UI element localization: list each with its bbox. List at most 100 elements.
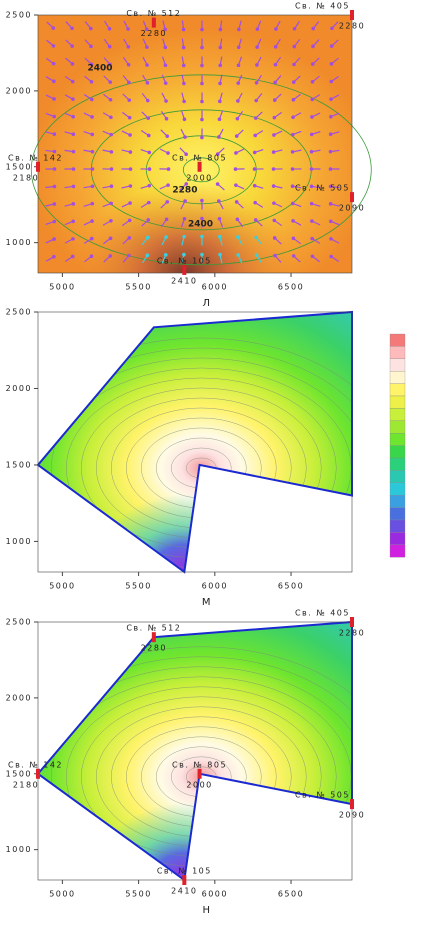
well-name: Св. № 512 bbox=[126, 624, 181, 633]
well-marker bbox=[152, 18, 156, 28]
flow-arrow-head bbox=[216, 182, 220, 186]
well-name: Св. № 805 bbox=[172, 153, 227, 162]
flow-arrow-head bbox=[91, 150, 95, 154]
well-name: Св. № 142 bbox=[8, 760, 63, 769]
flow-arrow-head bbox=[292, 237, 296, 241]
flow-arrow-head bbox=[146, 99, 150, 103]
flow-arrow-head bbox=[291, 202, 295, 206]
flow-arrow-head bbox=[146, 253, 150, 257]
flow-arrow-head bbox=[72, 202, 76, 206]
contour-fill bbox=[38, 622, 352, 880]
flow-arrow-head bbox=[291, 219, 295, 223]
colorbar-step bbox=[390, 371, 405, 383]
flow-arrow-head bbox=[182, 235, 186, 239]
flow-arrow-head bbox=[329, 132, 333, 136]
flow-arrow-head bbox=[291, 150, 295, 154]
colorbar-step bbox=[390, 421, 405, 433]
flow-arrow-head bbox=[90, 237, 94, 241]
flow-arrow-head bbox=[273, 219, 277, 223]
flow-arrow-head bbox=[255, 45, 259, 49]
flow-arrow-head bbox=[164, 235, 168, 239]
flow-arrow-head bbox=[310, 219, 314, 223]
flow-arrow-head bbox=[218, 117, 222, 121]
well-name: Св. № 105 bbox=[157, 256, 212, 265]
colorbar-step bbox=[390, 520, 405, 532]
flow-arrow-head bbox=[110, 184, 114, 188]
flow-arrow-head bbox=[329, 115, 333, 119]
flow-arrow-head bbox=[53, 132, 57, 136]
x-tick-label: 5500 bbox=[125, 283, 151, 292]
contour-label: 2400 bbox=[88, 63, 113, 73]
well-name: Св. № 512 bbox=[126, 9, 181, 18]
colorbar-step bbox=[390, 384, 405, 396]
contour-label: 2280 bbox=[172, 185, 197, 195]
well-name: Св. № 142 bbox=[8, 153, 63, 162]
flow-arrow-head bbox=[234, 151, 238, 155]
flow-arrow-head bbox=[108, 254, 112, 258]
flow-arrow-head bbox=[218, 64, 222, 68]
x-tick-label: 5000 bbox=[49, 890, 75, 899]
flow-arrow-head bbox=[51, 26, 55, 30]
colorbar-step bbox=[390, 483, 405, 495]
well-marker bbox=[182, 265, 186, 275]
flow-arrow-head bbox=[109, 98, 113, 102]
flow-arrow-head bbox=[292, 254, 296, 258]
x-tick-label: 5500 bbox=[125, 582, 151, 591]
flow-arrow-head bbox=[110, 167, 114, 171]
flow-arrow-head bbox=[234, 167, 238, 171]
x-axis-label: М bbox=[202, 597, 212, 608]
flow-arrow-head bbox=[52, 220, 56, 224]
colorbar-step bbox=[390, 446, 405, 458]
colorbar-step bbox=[390, 346, 405, 358]
flow-arrow-head bbox=[71, 115, 75, 119]
y-tick-label: 1500 bbox=[6, 460, 32, 469]
well-marker bbox=[350, 617, 354, 627]
flow-arrow-head bbox=[90, 80, 94, 84]
flow-arrow-head bbox=[182, 64, 186, 68]
flow-arrow-head bbox=[310, 115, 314, 119]
flow-arrow-head bbox=[253, 184, 257, 188]
flow-arrow-head bbox=[254, 99, 258, 103]
flow-arrow-head bbox=[254, 116, 258, 120]
flow-arrow-head bbox=[253, 151, 257, 155]
flow-arrow-head bbox=[253, 134, 257, 138]
flow-arrow-head bbox=[129, 150, 133, 154]
flow-arrow-head bbox=[329, 255, 333, 259]
flow-arrow-head bbox=[272, 201, 276, 205]
well-value: 2180 bbox=[13, 173, 39, 182]
flow-arrow-head bbox=[89, 27, 93, 31]
flow-arrow-head bbox=[274, 45, 278, 49]
flow-arrow-head bbox=[128, 219, 132, 223]
flow-arrow-head bbox=[311, 80, 315, 84]
flow-arrow-head bbox=[127, 254, 131, 258]
y-tick-label: 2000 bbox=[6, 693, 32, 702]
flow-arrow-head bbox=[164, 99, 168, 103]
flow-arrow-head bbox=[147, 201, 151, 205]
flow-arrow-head bbox=[109, 115, 113, 119]
colorbar-step bbox=[390, 433, 405, 445]
flow-arrow-head bbox=[329, 202, 333, 206]
well-marker bbox=[198, 769, 202, 779]
flow-arrow-head bbox=[164, 63, 168, 67]
flow-arrow-head bbox=[330, 27, 334, 31]
flow-arrow-head bbox=[146, 116, 150, 120]
x-tick-label: 5000 bbox=[49, 582, 75, 591]
well-value: 2000 bbox=[186, 173, 212, 182]
flow-arrow-head bbox=[200, 199, 204, 203]
well-marker bbox=[152, 632, 156, 642]
flow-arrow-head bbox=[219, 46, 223, 50]
flow-arrow-head bbox=[183, 199, 187, 203]
flow-arrow-head bbox=[182, 100, 186, 104]
flow-arrow-head bbox=[236, 253, 240, 257]
flow-arrow-head bbox=[200, 100, 204, 104]
flow-arrow-head bbox=[182, 82, 186, 86]
contour-fill bbox=[38, 15, 352, 273]
flow-arrow-head bbox=[90, 219, 94, 223]
colorbar-step bbox=[390, 359, 405, 371]
flow-arrow-head bbox=[255, 253, 259, 257]
flow-arrow-head bbox=[129, 184, 133, 188]
flow-arrow-head bbox=[71, 97, 75, 101]
colorbar-step bbox=[390, 458, 405, 470]
